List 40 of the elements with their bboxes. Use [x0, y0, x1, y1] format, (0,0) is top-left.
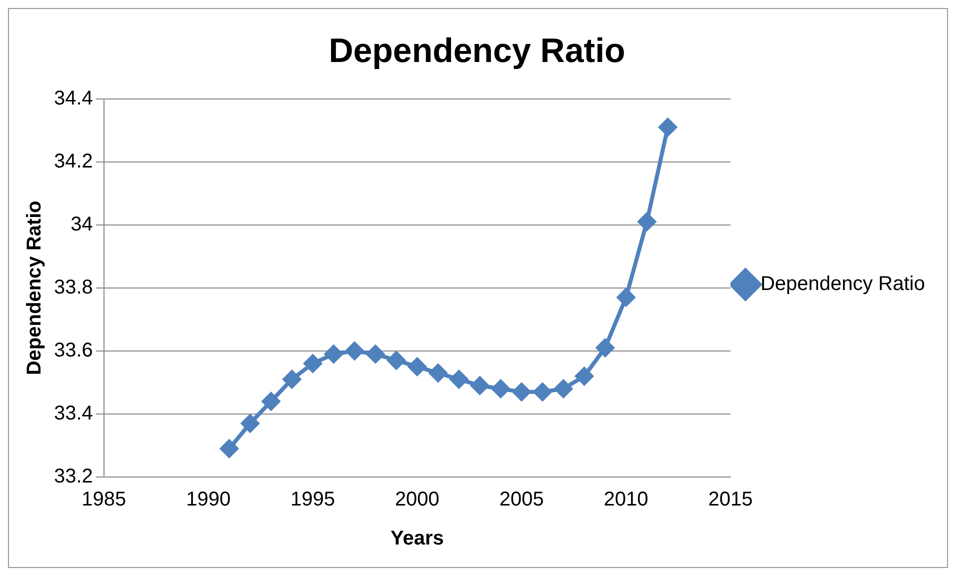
x-tick-label: 2015: [708, 488, 753, 511]
point: [596, 338, 614, 357]
point: [554, 380, 572, 398]
x-tick-label: 2000: [394, 488, 440, 511]
point: [450, 370, 468, 388]
point: [429, 364, 448, 382]
point: [617, 288, 636, 306]
point: [512, 382, 531, 401]
chart-title: Dependency Ratio: [328, 32, 626, 70]
y-tick-label: 34.4: [54, 87, 93, 110]
point: [366, 345, 384, 364]
y-tick-label: 34: [70, 213, 93, 236]
y-tick-label: 33.6: [54, 339, 93, 362]
point: [658, 118, 677, 136]
legend-label: Dependency Ratio: [760, 273, 926, 296]
x-tick-label: 2010: [604, 488, 648, 511]
y-tick-label: 34.2: [54, 150, 93, 172]
point: [387, 351, 406, 370]
point: [408, 358, 426, 376]
y-tick-label: 33.4: [54, 402, 93, 424]
point: [220, 440, 238, 458]
point: [262, 392, 280, 410]
x-axis-title: Years: [390, 528, 444, 550]
point: [324, 345, 343, 364]
y-tick-label: 33.2: [54, 466, 93, 488]
point: [304, 354, 322, 373]
x-tick-label: 1990: [186, 488, 231, 511]
point: [346, 342, 364, 360]
point: [241, 414, 260, 432]
y-axis-title: Dependency Ratio: [24, 200, 46, 376]
point: [575, 367, 594, 386]
x-tick-label: 2005: [499, 488, 544, 511]
point: [470, 376, 489, 395]
x-tick-label: 1995: [290, 488, 336, 511]
x-tick-label: 1985: [82, 488, 126, 511]
point: [533, 382, 552, 401]
point: [282, 370, 301, 388]
y-tick-label: 33.8: [54, 276, 93, 298]
point: [638, 212, 656, 231]
point: [492, 380, 510, 398]
